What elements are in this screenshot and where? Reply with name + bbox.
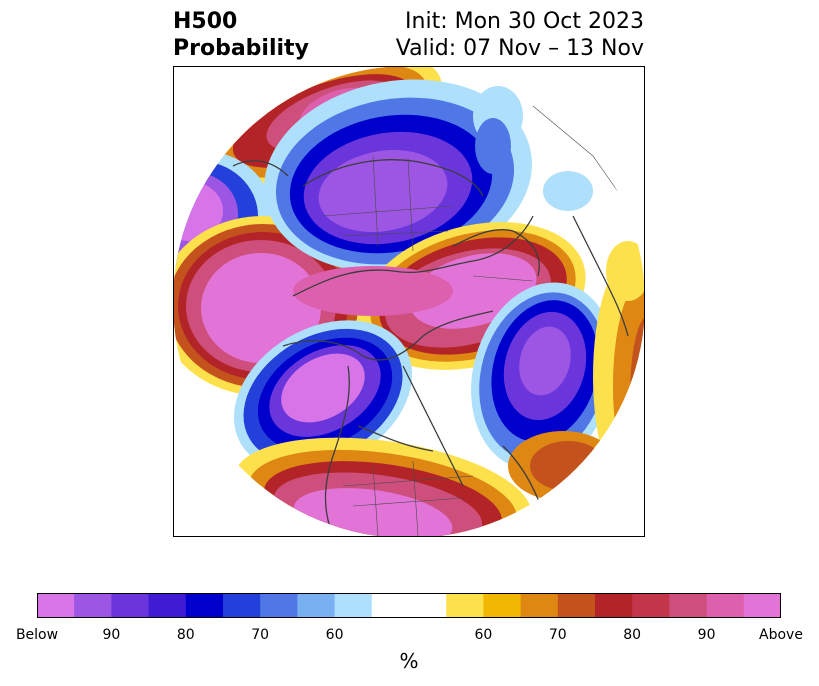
colorbar-cell (520, 593, 559, 618)
above-patch-east (606, 241, 645, 301)
below-anomaly-east (471, 282, 615, 470)
colorbar-cell (557, 593, 596, 618)
colorbar-cell (223, 593, 261, 618)
colorbar-tick-label: 90 (697, 627, 716, 643)
colorbar-cell (185, 593, 224, 618)
colorbar-cell (483, 593, 522, 618)
colorbar-cell (37, 593, 75, 618)
probability-map (173, 66, 645, 537)
colorbar-cell (297, 593, 336, 618)
product-label: Probability (173, 36, 309, 61)
colorbar-cell (148, 593, 187, 618)
below-patch-northeast (543, 171, 593, 211)
colorbar-cell (111, 593, 150, 618)
colorbar-cell (74, 593, 112, 618)
colorbar-cell (743, 593, 781, 618)
map-border (173, 66, 645, 537)
colorbar-cell (632, 593, 670, 618)
colorbar-tick-label: Above (759, 627, 803, 643)
colorbar-tick-label: 70 (548, 627, 567, 643)
coastlines (232, 159, 629, 537)
colorbar-cell (334, 593, 373, 618)
colorbar-cell (371, 593, 447, 618)
colorbar-tick-label: 60 (325, 627, 344, 643)
colorbar-tick-label: 90 (102, 627, 121, 643)
colorbar-tick-label: 80 (623, 627, 642, 643)
colorbar-cell (706, 593, 745, 618)
colorbar-tick-label: 80 (176, 627, 195, 643)
colorbar-cell (446, 593, 484, 618)
colorbar (37, 593, 781, 618)
colorbar-units: % (399, 649, 419, 673)
date-block: Init: Mon 30 Oct 2023 Valid: 07 Nov – 13… (396, 8, 644, 62)
borders (322, 105, 629, 537)
colorbar-tick-label: Below (15, 627, 59, 643)
valid-label: Valid: 07 Nov – 13 Nov (395, 36, 644, 61)
colorbar-cell (595, 593, 633, 618)
variable-label: H500 (173, 9, 238, 34)
init-label: Init: Mon 30 Oct 2023 (405, 9, 644, 34)
colorbar-tick-label: 60 (474, 627, 493, 643)
colorbar-cell (260, 593, 298, 618)
colorbar-cell (669, 593, 708, 618)
probability-field (173, 66, 645, 537)
title-block: H500 Probability (173, 8, 309, 62)
below-anomaly-north (264, 79, 532, 273)
colorbar-tick-label: 70 (251, 627, 270, 643)
